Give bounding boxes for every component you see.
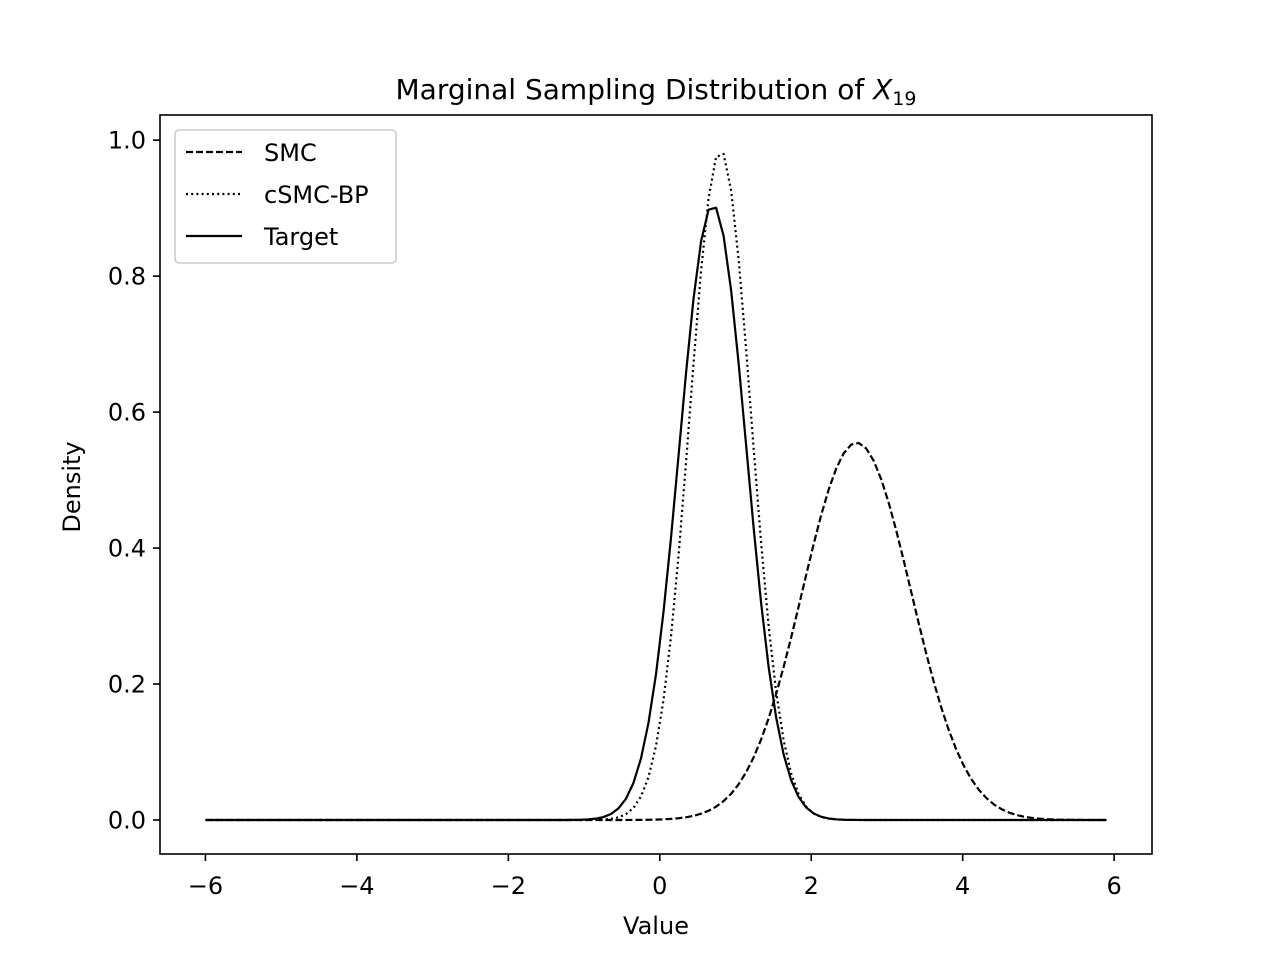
plot-frame <box>159 114 1153 855</box>
legend-box <box>174 129 397 264</box>
legend-label: Target <box>263 223 338 251</box>
chart-title: Marginal Sampling Distribution of X19 <box>396 73 917 110</box>
x-tick-label: −6 <box>188 872 223 900</box>
y-tick-label: 1.0 <box>108 127 146 155</box>
x-tick-label: 6 <box>1106 872 1121 900</box>
y-axis-ticks: 0.0 0.2 0.4 0.6 0.8 1.0 <box>108 127 160 835</box>
y-tick-label: 0.4 <box>108 535 146 563</box>
x-axis-ticks: −6 −4 −2 0 2 4 6 <box>188 854 1122 900</box>
x-tick-label: 4 <box>955 872 970 900</box>
legend-label: cSMC-BP <box>264 181 369 209</box>
y-tick-label: 0.0 <box>108 807 146 835</box>
x-tick-label: −2 <box>491 872 526 900</box>
y-axis-label: Density <box>58 441 86 532</box>
series-line-target <box>205 206 1107 822</box>
legend: SMC cSMC-BP Target <box>174 129 397 264</box>
x-tick-label: 2 <box>804 872 819 900</box>
y-tick-label: 0.6 <box>108 399 146 427</box>
y-tick-label: 0.8 <box>108 263 146 291</box>
x-tick-label: −4 <box>339 872 374 900</box>
x-axis-label: Value <box>623 912 689 940</box>
series-lines <box>205 152 1107 822</box>
y-tick-label: 0.2 <box>108 671 146 699</box>
legend-label: SMC <box>264 139 317 167</box>
x-tick-label: 0 <box>652 872 667 900</box>
